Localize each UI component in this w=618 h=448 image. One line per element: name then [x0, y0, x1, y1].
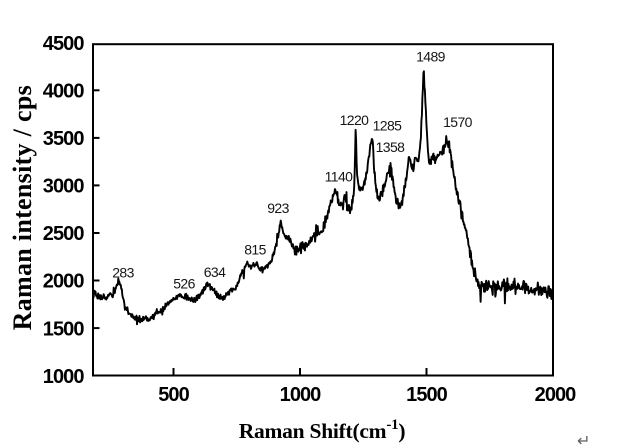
svg-text:2000: 2000: [43, 271, 85, 293]
svg-text:1489: 1489: [416, 49, 446, 65]
svg-text:526: 526: [173, 276, 195, 292]
svg-text:1220: 1220: [340, 112, 370, 128]
svg-text:1358: 1358: [376, 139, 406, 155]
svg-text:1500: 1500: [43, 318, 85, 340]
svg-text:500: 500: [158, 384, 189, 406]
svg-text:2000: 2000: [535, 384, 577, 406]
svg-text:2500: 2500: [43, 223, 85, 245]
svg-text:3000: 3000: [43, 176, 85, 198]
svg-text:3500: 3500: [43, 128, 85, 150]
svg-text:Raman intensity / cps: Raman intensity / cps: [8, 85, 37, 330]
svg-text:1000: 1000: [280, 384, 322, 406]
svg-text:4000: 4000: [43, 81, 85, 103]
svg-text:1570: 1570: [443, 114, 473, 130]
svg-text:↵: ↵: [577, 433, 590, 448]
svg-text:1500: 1500: [406, 384, 448, 406]
svg-text:1000: 1000: [43, 366, 85, 388]
svg-text:923: 923: [267, 200, 289, 216]
svg-text:1285: 1285: [373, 118, 403, 134]
svg-text:634: 634: [204, 264, 226, 280]
svg-text:1140: 1140: [325, 169, 354, 185]
svg-text:Raman Shift(cm-1): Raman Shift(cm-1): [239, 417, 406, 443]
svg-text:4500: 4500: [43, 33, 85, 55]
svg-text:815: 815: [244, 242, 266, 258]
svg-text:283: 283: [112, 265, 134, 281]
